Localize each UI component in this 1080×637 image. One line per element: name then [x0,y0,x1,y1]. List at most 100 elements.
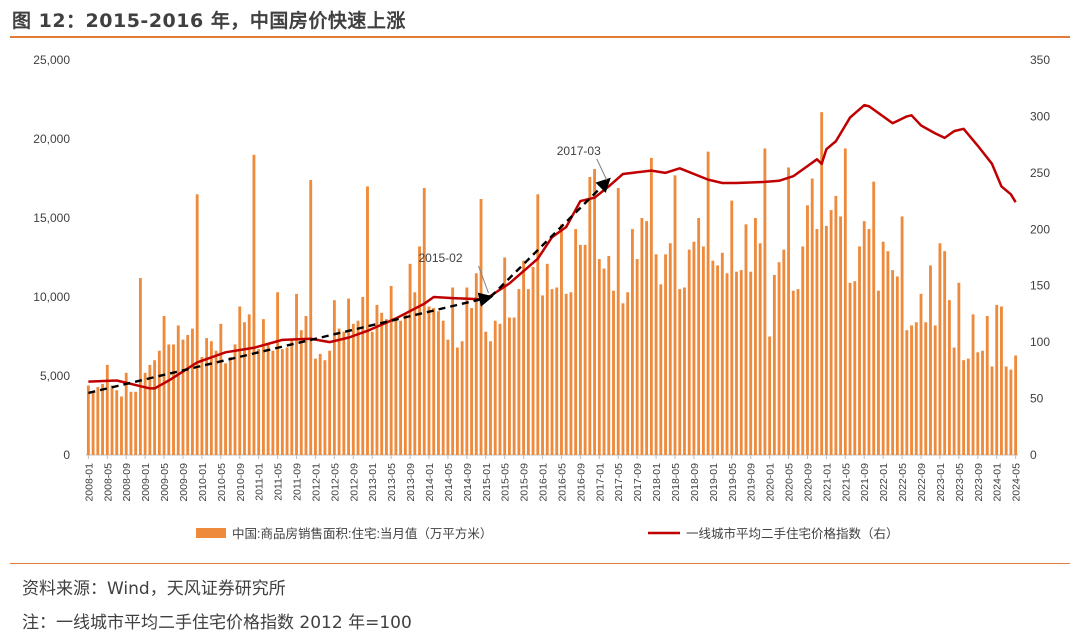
sales-bar [512,317,516,455]
sales-bar [933,325,937,455]
sales-bar [351,323,355,455]
sales-bar [555,287,559,455]
sales-bar [616,187,620,456]
x-tick-label: 2008-05 [102,463,114,502]
sales-bar [257,349,261,455]
sales-bar [929,265,932,455]
x-tick-label: 2018-05 [670,463,682,502]
sales-bar [437,311,440,455]
sales-bar [706,151,710,455]
sales-bar [1000,306,1003,455]
sales-bar [881,241,885,455]
sales-bar [839,216,843,455]
sales-bar [593,169,596,455]
x-tick-label: 2009-01 [140,463,152,502]
sales-bar [541,295,544,455]
sales-bar [597,259,601,455]
sales-bar [768,336,772,455]
sales-bar [290,339,294,455]
sales-bar [569,292,573,455]
x-tick-label: 2011-09 [292,463,304,501]
sales-bar [451,287,455,455]
sales-bar [380,312,384,455]
sales-bar [678,289,682,455]
sales-bar [418,246,421,455]
sales-bar [432,308,436,455]
sales-bar [777,262,781,455]
sales-bar [157,350,161,455]
legend-label-bar: 中国:商品房销售面积:住宅:当月值（万平方米） [232,526,492,541]
sales-bar [588,176,592,456]
sales-bar [252,154,256,456]
sales-bar [957,282,961,455]
sales-bar [366,186,369,455]
sales-bar [739,270,743,455]
sales-bar [479,199,483,455]
sales-bar [995,304,999,455]
legend-label-line: 一线城市平均二手住宅价格指数（右） [686,526,899,541]
y-right-tick-label: 300 [1030,109,1050,123]
sales-bar [730,200,734,455]
x-tick-label: 2014-09 [462,463,474,502]
sales-bar [96,387,100,455]
x-tick-label: 2011-05 [273,463,285,501]
chart-legend: 中国:商品房销售面积:住宅:当月值（万平方米） 一线城市平均二手住宅价格指数（右） [196,526,899,541]
sales-bar [578,244,582,455]
x-tick-label: 2023-05 [954,463,966,502]
legend-swatch-bar [196,528,226,538]
sales-bar [181,339,185,455]
sales-bar [574,229,578,455]
sales-bar [176,325,180,455]
sales-bar [361,297,365,455]
sales-bar [891,270,895,455]
x-tick-label: 2024-01 [992,463,1004,502]
x-tick-label: 2013-05 [386,463,398,502]
trend-arrow [489,177,611,298]
sales-bar [758,243,762,455]
sales-bar [101,383,104,455]
sales-bar [952,347,956,455]
sales-bar [280,349,284,455]
y-left-tick-label: 25,000 [33,53,70,67]
y-left-tick-label: 5,000 [40,369,70,383]
sales-bar [148,364,152,455]
sales-bar [205,338,209,455]
sales-bar [522,260,526,455]
y-left-tick-label: 15,000 [33,211,70,225]
sales-bar [470,308,473,455]
sales-bar [375,304,379,455]
sales-bar [370,331,374,455]
sales-bar [853,281,857,455]
sales-bar [635,259,639,455]
sales-bar [886,251,890,455]
footer-divider [10,563,1070,564]
x-tick-label: 2008-01 [83,463,95,502]
sales-bar [517,289,521,455]
x-tick-label: 2019-05 [727,463,739,502]
sales-bar [583,244,587,455]
sales-bar [545,263,549,455]
sales-bar [228,357,232,455]
sales-bar [900,216,904,455]
x-tick-label: 2018-01 [651,463,663,502]
sales-bar [858,246,861,455]
sales-bar [389,285,393,455]
sales-bar [172,344,175,455]
sales-bar [659,284,663,455]
annotation-leader [596,158,608,181]
sales-bar [725,273,729,455]
sales-bar [271,350,275,455]
sales-bar [399,320,403,455]
x-tick-label: 2014-01 [424,463,436,502]
sales-bar [129,391,133,455]
x-tick-label: 2008-09 [121,463,133,502]
sales-bar [276,292,280,455]
sales-bar [905,330,909,455]
x-tick-label: 2024-05 [1011,463,1023,502]
sales-bar [877,290,880,455]
sales-bar [772,274,776,455]
sales-bar [105,364,109,455]
sales-bar [796,289,800,455]
sales-bar [612,290,615,455]
sales-bar [735,271,738,455]
